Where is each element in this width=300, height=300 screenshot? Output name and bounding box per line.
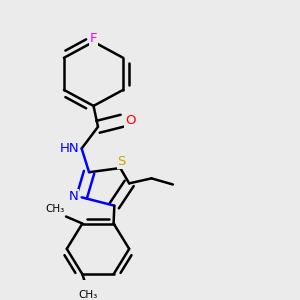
- Text: CH₃: CH₃: [45, 204, 64, 214]
- Text: O: O: [125, 114, 136, 127]
- Text: S: S: [118, 155, 126, 168]
- Text: HN: HN: [60, 142, 79, 155]
- Text: N: N: [68, 190, 78, 203]
- Text: F: F: [90, 32, 97, 45]
- Text: CH₃: CH₃: [79, 290, 98, 300]
